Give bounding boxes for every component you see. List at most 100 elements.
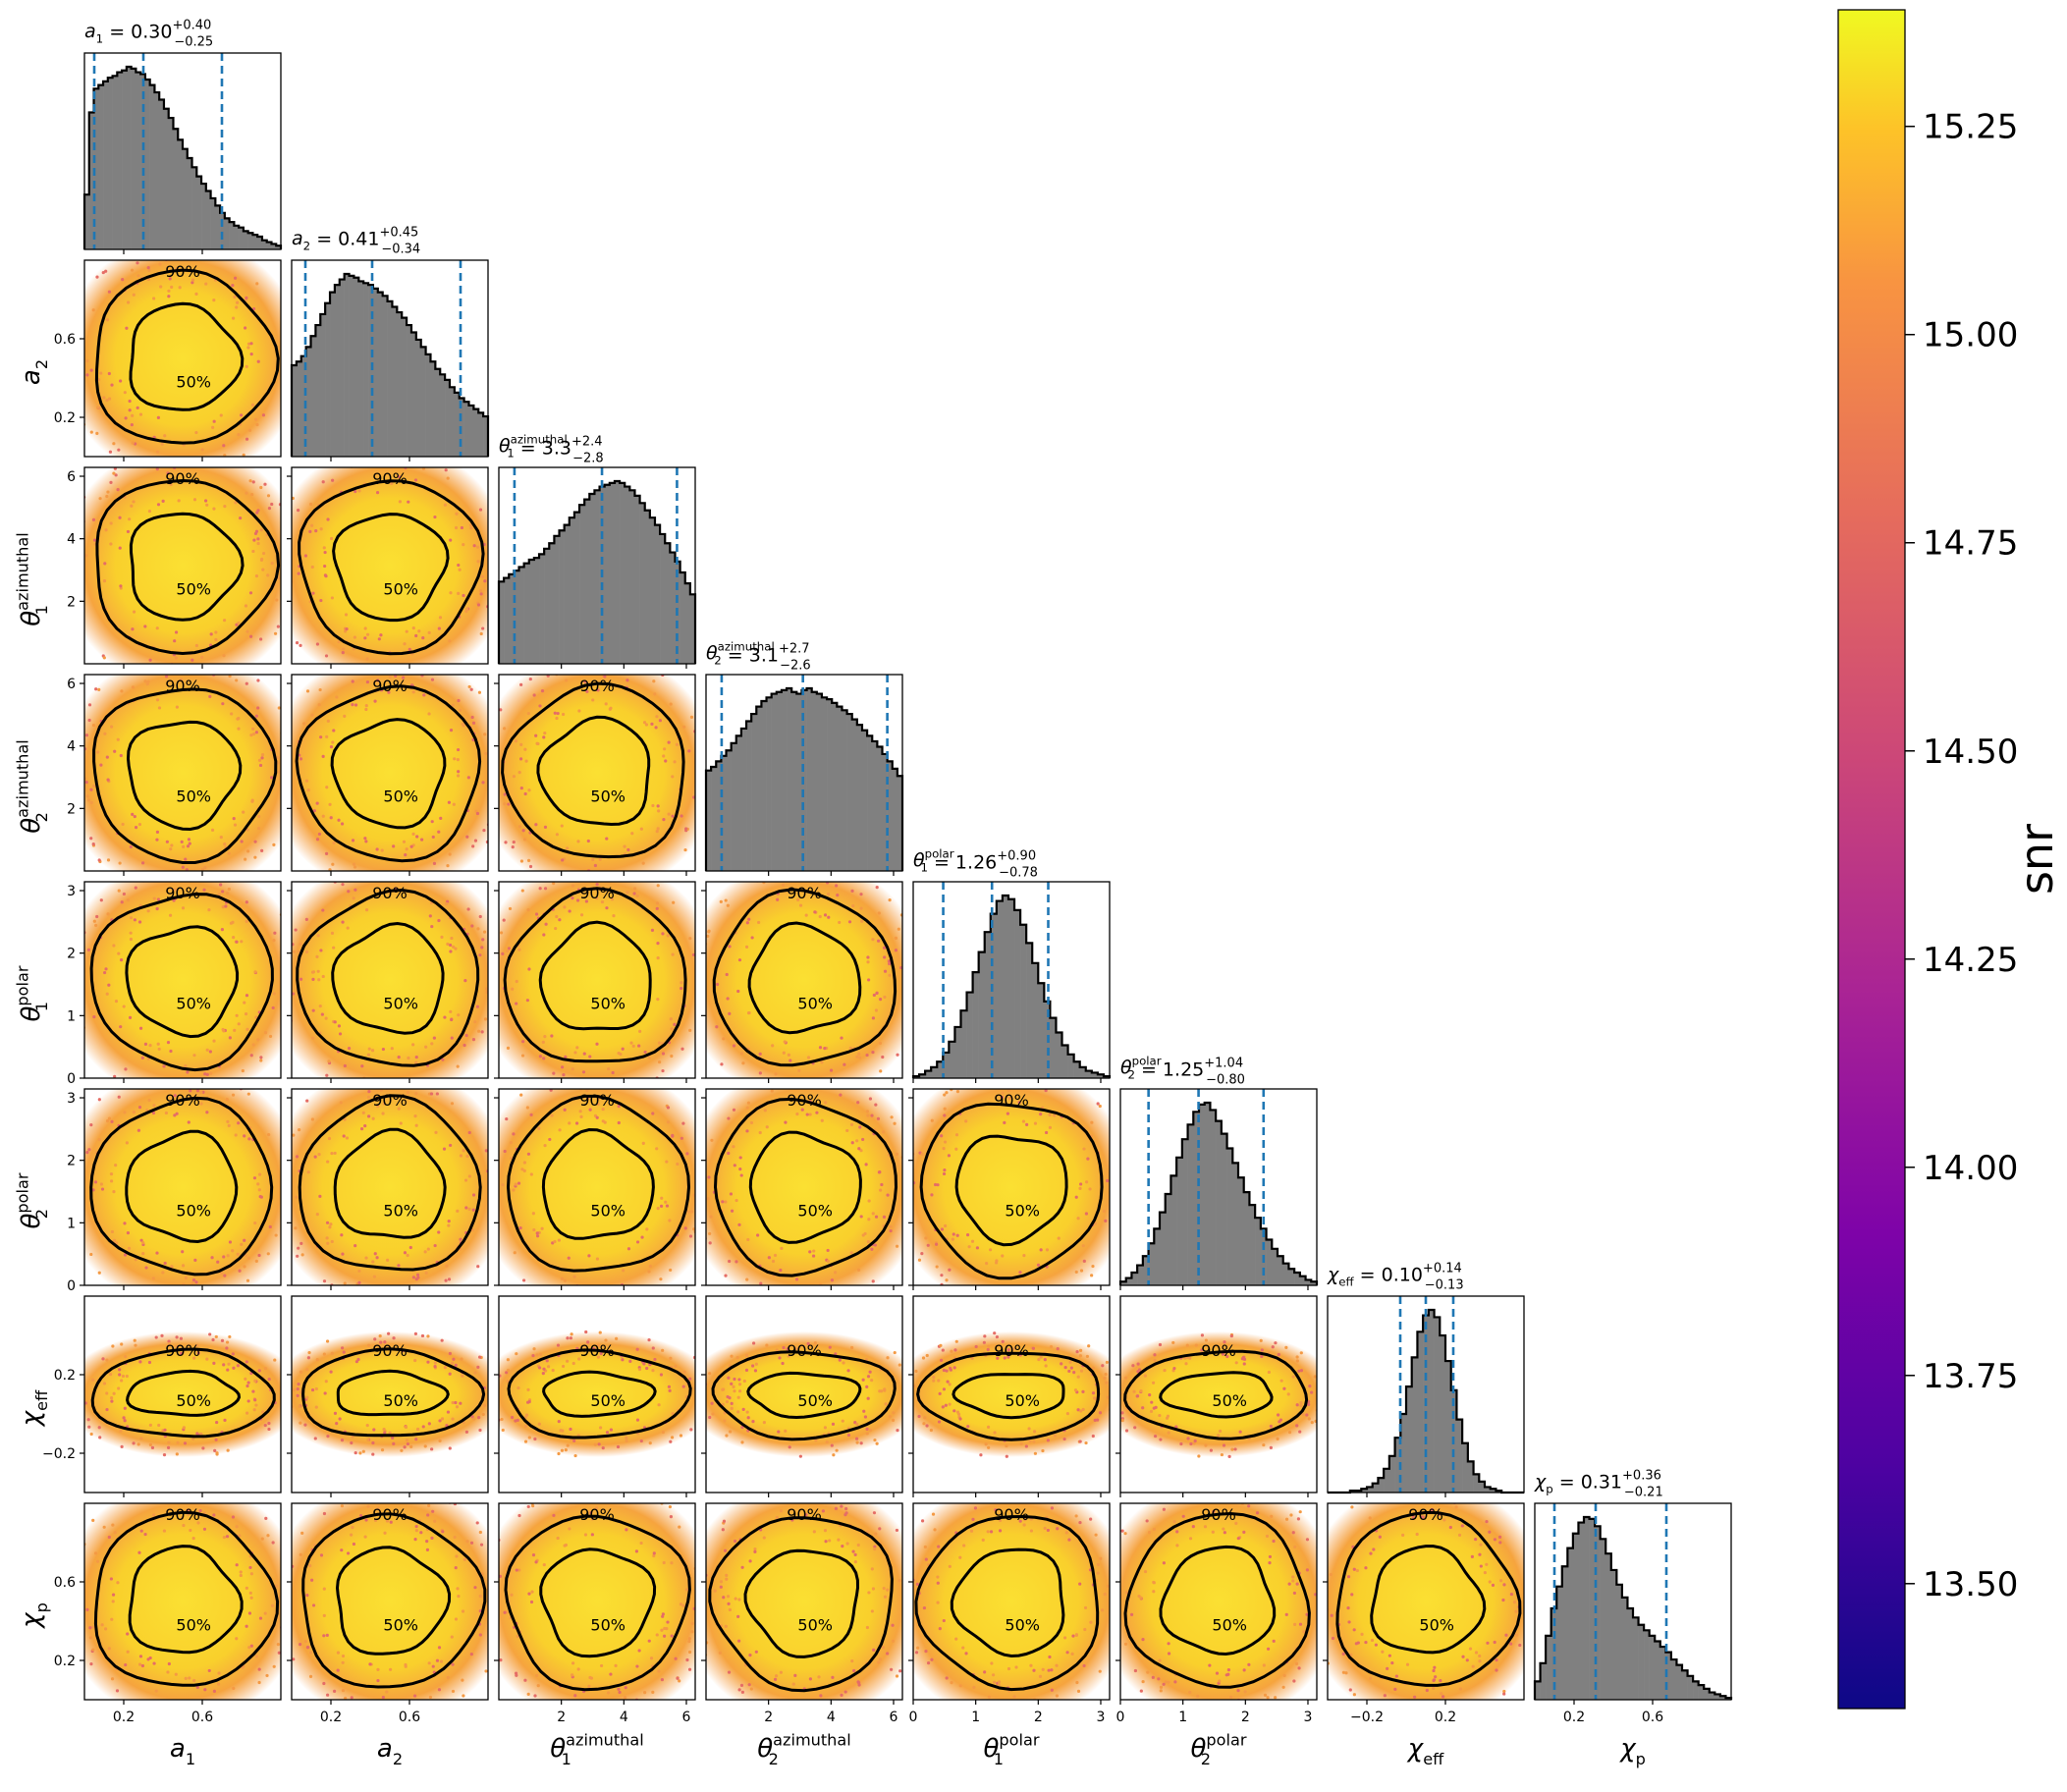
scatter-point <box>642 1085 645 1088</box>
scatter-point <box>1115 1145 1117 1148</box>
scatter-point <box>812 1530 816 1534</box>
scatter-point <box>476 1365 480 1369</box>
scatter-point <box>733 1164 736 1168</box>
scatter-point <box>459 1154 463 1158</box>
scatter-point <box>909 1405 912 1408</box>
panel-frame <box>291 881 489 1079</box>
contour-90 <box>298 1094 482 1272</box>
scatter-point <box>890 1115 894 1119</box>
scatter-point <box>645 1366 649 1371</box>
scatter-point <box>104 967 108 971</box>
x-tick-label: 6 <box>682 1710 691 1725</box>
scatter-point <box>324 1016 328 1020</box>
scatter-point <box>136 1080 139 1083</box>
scatter-point <box>624 1686 627 1690</box>
scatter-point <box>909 1382 912 1385</box>
contour-label-90: 90% <box>372 469 408 488</box>
scatter-point <box>730 1406 734 1410</box>
scatter-point <box>566 1359 570 1363</box>
scatter-point <box>322 1613 326 1617</box>
y-tick-label: 0.6 <box>54 332 76 348</box>
scatter-point <box>433 1243 437 1248</box>
scatter-point <box>476 1265 480 1269</box>
contour-label-90: 90% <box>165 262 200 281</box>
scatter-point <box>654 726 658 730</box>
hist-bin <box>252 235 258 249</box>
scatter-point <box>440 935 444 939</box>
scatter-point <box>529 1113 533 1116</box>
scatter-point <box>841 1079 843 1082</box>
scatter-point <box>386 1258 390 1263</box>
scatter-point <box>341 920 345 924</box>
scatter-point <box>601 1446 605 1450</box>
scatter-point <box>452 1357 456 1361</box>
scatter-point <box>913 950 916 952</box>
scatter-point <box>493 972 496 975</box>
scatter-point <box>475 1521 479 1525</box>
scatter-point <box>175 1335 179 1339</box>
scatter-point <box>138 1026 143 1030</box>
scatter-point <box>353 865 357 869</box>
scatter-point <box>1113 1656 1115 1659</box>
scatter-point <box>1120 1529 1124 1533</box>
scatter-point <box>306 1356 311 1360</box>
scatter-point <box>568 1527 571 1531</box>
hist-bin <box>1627 1608 1634 1700</box>
scatter-point <box>829 1068 834 1072</box>
scatter-point <box>556 1343 561 1347</box>
scatter-point <box>1242 1668 1246 1672</box>
scatter-point <box>1266 1696 1270 1700</box>
hist-bin <box>1714 1694 1721 1700</box>
scatter-point <box>407 1056 410 1060</box>
scatter-point <box>670 1436 675 1439</box>
scatter-point <box>817 1675 821 1679</box>
scatter-point <box>148 1423 152 1427</box>
scatter-point <box>481 626 485 630</box>
panel-t2p-t1a: 90%50% <box>494 1088 696 1290</box>
scatter-point <box>727 1376 731 1380</box>
contour-90 <box>708 1516 894 1693</box>
scatter-point <box>245 491 248 495</box>
scatter-point <box>111 1344 115 1348</box>
hist-bin <box>1193 1112 1200 1285</box>
scatter-point <box>1153 1353 1157 1357</box>
scatter-point <box>898 1579 901 1583</box>
scatter-point <box>99 371 103 375</box>
contour-label-50: 50% <box>590 1202 626 1221</box>
scatter-point <box>1106 1178 1110 1183</box>
scatter-point <box>113 1074 117 1078</box>
scatter-point <box>940 1227 945 1231</box>
scatter-point <box>1078 1186 1082 1190</box>
scatter-point <box>155 450 160 454</box>
scatter-point <box>625 1439 628 1443</box>
scatter-point <box>590 876 593 879</box>
scatter-point <box>130 268 135 272</box>
scatter-point <box>201 1446 205 1450</box>
scatter-point <box>397 474 401 479</box>
hist-bin <box>625 486 630 664</box>
contour-label-50: 50% <box>797 1391 833 1410</box>
scatter-point <box>478 914 482 919</box>
scatter-point <box>461 1609 465 1613</box>
scatter-point <box>781 1361 785 1366</box>
scatter-point <box>267 507 272 511</box>
scatter-point <box>112 1190 116 1194</box>
scatter-point <box>429 1092 434 1096</box>
scatter-point <box>1355 1568 1359 1573</box>
scatter-point <box>315 1358 319 1362</box>
scatter-point <box>80 385 82 388</box>
scatter-point <box>1499 1579 1503 1583</box>
scatter-point <box>180 1516 185 1520</box>
scatter-point <box>273 1358 277 1362</box>
scatter-point <box>688 1377 692 1381</box>
hist-bin <box>791 691 797 871</box>
scatter-point <box>575 1046 579 1050</box>
scatter-point <box>849 1251 853 1255</box>
hist-bin <box>1091 1072 1099 1078</box>
scatter-point <box>215 1420 219 1425</box>
scatter-point <box>956 1412 961 1416</box>
scatter-point <box>643 1691 647 1695</box>
scatter-point <box>97 858 101 862</box>
scatter-point <box>251 727 255 731</box>
scatter-point <box>1307 1402 1311 1406</box>
